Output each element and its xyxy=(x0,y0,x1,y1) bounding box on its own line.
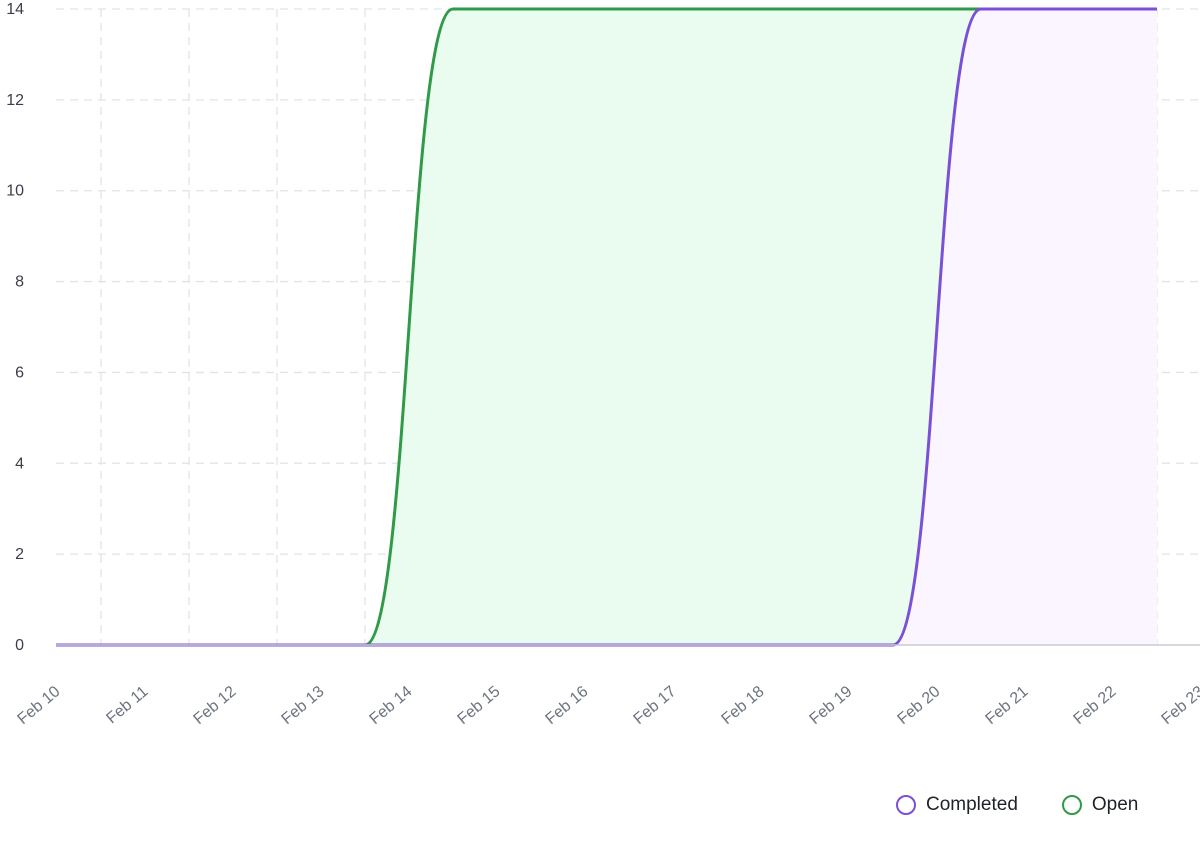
area-open xyxy=(56,9,1157,645)
x-tick-label-13: Feb 23 xyxy=(1158,683,1200,728)
x-tick-label-2: Feb 12 xyxy=(190,683,239,728)
x-tick-label-1: Feb 11 xyxy=(103,683,151,727)
y-axis-ticks: 0 2 4 6 8 10 12 14 xyxy=(6,1,24,654)
y-tick-label-2: 4 xyxy=(15,455,24,472)
y-tick-label-4: 8 xyxy=(15,274,24,291)
x-tick-label-11: Feb 21 xyxy=(982,683,1031,728)
x-tick-label-0: Feb 10 xyxy=(14,683,63,728)
legend-swatch-completed xyxy=(896,795,916,815)
x-tick-label-4: Feb 14 xyxy=(366,683,415,728)
x-tick-label-8: Feb 18 xyxy=(718,683,767,728)
y-tick-label-7: 14 xyxy=(6,1,24,18)
series-areas xyxy=(56,9,1157,645)
y-tick-label-0: 0 xyxy=(15,637,24,654)
legend-label-completed: Completed xyxy=(926,794,1018,815)
legend: Completed Open xyxy=(896,794,1138,816)
x-tick-label-10: Feb 20 xyxy=(894,683,943,728)
x-tick-label-6: Feb 16 xyxy=(542,683,591,728)
legend-item-open[interactable]: Open xyxy=(1061,794,1139,816)
legend-label-open: Open xyxy=(1091,794,1139,815)
x-tick-label-12: Feb 22 xyxy=(1070,683,1119,728)
legend-swatch-open xyxy=(1061,795,1082,815)
area-completed xyxy=(56,9,1157,645)
y-tick-label-3: 6 xyxy=(15,364,24,381)
legend-item-completed[interactable]: Completed xyxy=(896,794,1018,816)
y-tick-label-6: 12 xyxy=(6,92,24,109)
x-tick-label-3: Feb 13 xyxy=(278,683,327,728)
x-tick-label-9: Feb 19 xyxy=(806,683,855,728)
x-tick-label-5: Feb 15 xyxy=(454,683,503,728)
x-axis-ticks: Feb 10 Feb 11 Feb 12 Feb 13 Feb 14 Feb 15 Feb … xyxy=(14,683,1200,728)
y-tick-label-5: 10 xyxy=(6,183,24,200)
x-tick-label-7: Feb 17 xyxy=(630,683,679,728)
y-tick-label-1: 2 xyxy=(15,546,24,563)
